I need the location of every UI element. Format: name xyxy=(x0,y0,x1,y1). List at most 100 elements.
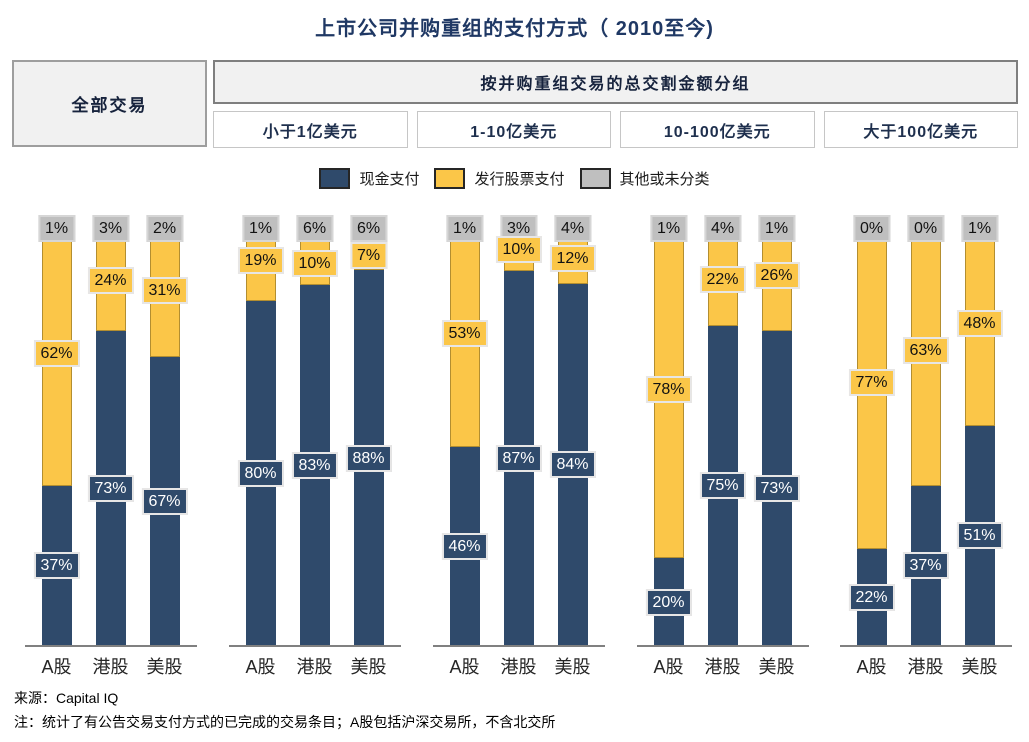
stacked-bar-A股 xyxy=(245,215,276,645)
value-label-stock: 62% xyxy=(33,339,80,367)
plot-area-3: 1% 78% 20% 4% 22% 75% 1% 26% 73% xyxy=(624,215,821,645)
x-axis-label-A股: A股 xyxy=(653,657,684,677)
plot-area-0: 1% 62% 37% 3% 24% 73% 2% 31% 67% xyxy=(12,215,209,645)
bar-column-1-10亿美元-A股: 1% 53% 46% xyxy=(438,215,492,645)
x-axis-label-港股: 港股 xyxy=(296,657,333,677)
value-label-other: 1% xyxy=(241,215,280,242)
value-label-other: 2% xyxy=(145,215,184,242)
bar-column-全部交易-美股: 2% 31% 67% xyxy=(138,215,192,645)
x-axis-labels-2: A股 港股 美股 xyxy=(420,653,617,679)
bar-group-2: 1% 53% 46% 3% 10% 87% 4% 12% 84% A股 港股 美股 xyxy=(420,215,617,679)
header-bucket-over-10b: 大于100亿美元 xyxy=(823,111,1018,148)
value-label-stock: 10% xyxy=(291,249,338,277)
value-label-cash: 73% xyxy=(753,475,800,503)
bar-column-1-10亿美元-美股: 4% 12% 84% xyxy=(546,215,600,645)
legend-label-other: 其他或未分类 xyxy=(619,170,710,188)
x-axis-line-4 xyxy=(839,645,1012,647)
legend-item-other: 其他或未分类 xyxy=(579,167,710,189)
stacked-bar-chart: 1% 62% 37% 3% 24% 73% 2% 31% 67% A股 港股 美股 1% 19% 80% 6%… xyxy=(0,215,1029,685)
value-label-stock: 78% xyxy=(645,375,692,403)
x-axis-label-A股: A股 xyxy=(41,657,72,677)
value-label-cash: 83% xyxy=(291,451,338,479)
header-bucket-row: 小于1亿美元 1-10亿美元 10-100亿美元 大于100亿美元 xyxy=(213,111,1018,148)
stacked-bar-港股 xyxy=(299,215,330,645)
bar-group-0: 1% 62% 37% 3% 24% 73% 2% 31% 67% A股 港股 美股 xyxy=(12,215,209,679)
note-text: 注：统计了有公告交易支付方式的已完成的交易条目；A股包括沪深交易所，不含北交所 xyxy=(14,714,556,730)
bar-column-10-100亿美元-A股: 1% 78% 20% xyxy=(642,215,696,645)
other-color-swatch-icon xyxy=(579,167,611,189)
x-axis-label-美股: 美股 xyxy=(961,657,998,677)
x-axis-labels-4: A股 港股 美股 xyxy=(827,653,1024,679)
bar-group-1: 1% 19% 80% 6% 10% 83% 6% 7% 88% A股 港股 美股 xyxy=(216,215,413,679)
value-label-other: 4% xyxy=(553,215,592,242)
value-label-cash: 20% xyxy=(645,588,692,616)
legend-label-cash: 现金支付 xyxy=(359,170,420,188)
value-label-cash: 84% xyxy=(549,451,596,479)
stacked-bar-美股 xyxy=(353,215,384,645)
stacked-bar-A股 xyxy=(449,215,480,645)
value-label-cash: 67% xyxy=(141,487,188,515)
value-label-cash: 51% xyxy=(956,522,1003,550)
value-label-other: 0% xyxy=(906,215,945,242)
value-label-stock: 12% xyxy=(549,245,596,272)
bar-column-10-100亿美元-美股: 1% 26% 73% xyxy=(750,215,804,645)
bar-column-大于100亿美元-A股: 0% 77% 22% xyxy=(845,215,899,645)
x-axis-label-A股: A股 xyxy=(856,657,887,677)
stacked-bar-港股 xyxy=(910,215,941,645)
legend-item-stock: 发行股票支付 xyxy=(434,167,565,189)
plot-area-1: 1% 19% 80% 6% 10% 83% 6% 7% 88% xyxy=(216,215,413,645)
value-label-stock: 26% xyxy=(753,262,800,290)
value-label-cash: 73% xyxy=(87,475,134,503)
x-axis-label-美股: 美股 xyxy=(758,657,795,677)
bar-column-大于100亿美元-美股: 1% 48% 51% xyxy=(953,215,1007,645)
chart-title: 上市公司并购重组的支付方式（ 2010至今) xyxy=(315,18,714,40)
value-label-other: 6% xyxy=(349,215,388,242)
stacked-bar-A股 xyxy=(856,215,887,645)
bar-column-全部交易-港股: 3% 24% 73% xyxy=(84,215,138,645)
value-label-cash: 22% xyxy=(848,584,895,612)
legend-item-cash: 现金支付 xyxy=(319,167,420,189)
value-label-other: 1% xyxy=(649,215,688,242)
value-label-other: 4% xyxy=(703,215,742,242)
value-label-stock: 10% xyxy=(495,236,542,264)
bar-column-1-10亿美元-港股: 3% 10% 87% xyxy=(492,215,546,645)
value-label-other: 1% xyxy=(757,215,796,242)
value-label-cash: 80% xyxy=(237,460,284,487)
value-label-other: 0% xyxy=(852,215,891,242)
bar-column-小于1亿美元-港股: 6% 10% 83% xyxy=(288,215,342,645)
cash-color-swatch-icon xyxy=(319,167,351,189)
x-axis-line-3 xyxy=(636,645,809,647)
legend-label-stock: 发行股票支付 xyxy=(474,170,565,188)
stock-color-swatch-icon xyxy=(434,167,466,189)
stacked-bar-美股 xyxy=(964,215,995,645)
x-axis-label-美股: 美股 xyxy=(146,657,183,677)
header-all-transactions-cell: 全部交易 xyxy=(12,60,207,147)
stacked-bar-A股 xyxy=(41,215,72,645)
value-label-stock: 24% xyxy=(87,266,134,294)
plot-area-4: 0% 77% 22% 0% 63% 37% 1% 48% 51% xyxy=(827,215,1024,645)
plot-area-2: 1% 53% 46% 3% 10% 87% 4% 12% 84% xyxy=(420,215,617,645)
bar-column-大于100亿美元-港股: 0% 63% 37% xyxy=(899,215,953,645)
x-axis-label-港股: 港股 xyxy=(500,657,537,677)
value-label-other: 1% xyxy=(445,215,484,242)
stacked-bar-A股 xyxy=(653,215,684,645)
x-axis-label-A股: A股 xyxy=(245,657,276,677)
x-axis-line-0 xyxy=(24,645,197,647)
stacked-bar-港股 xyxy=(503,215,534,645)
x-axis-labels-3: A股 港股 美股 xyxy=(624,653,821,679)
value-label-cash: 88% xyxy=(345,444,392,472)
bar-group-3: 1% 78% 20% 4% 22% 75% 1% 26% 73% A股 港股 美股 xyxy=(624,215,821,679)
chart-legend: 现金支付 发行股票支付 其他或未分类 xyxy=(0,164,1029,192)
value-label-other: 3% xyxy=(91,215,130,242)
stacked-bar-美股 xyxy=(557,215,588,645)
value-label-cash: 37% xyxy=(33,552,80,580)
value-label-stock: 7% xyxy=(349,242,388,270)
value-label-stock: 22% xyxy=(699,265,746,293)
x-axis-labels-0: A股 港股 美股 xyxy=(12,653,209,679)
header-grouping-title-cell: 按并购重组交易的总交割金额分组 xyxy=(213,60,1018,104)
x-axis-line-2 xyxy=(432,645,605,647)
value-label-stock: 77% xyxy=(848,369,895,397)
value-label-other: 1% xyxy=(37,215,76,242)
value-label-cash: 46% xyxy=(441,533,488,561)
